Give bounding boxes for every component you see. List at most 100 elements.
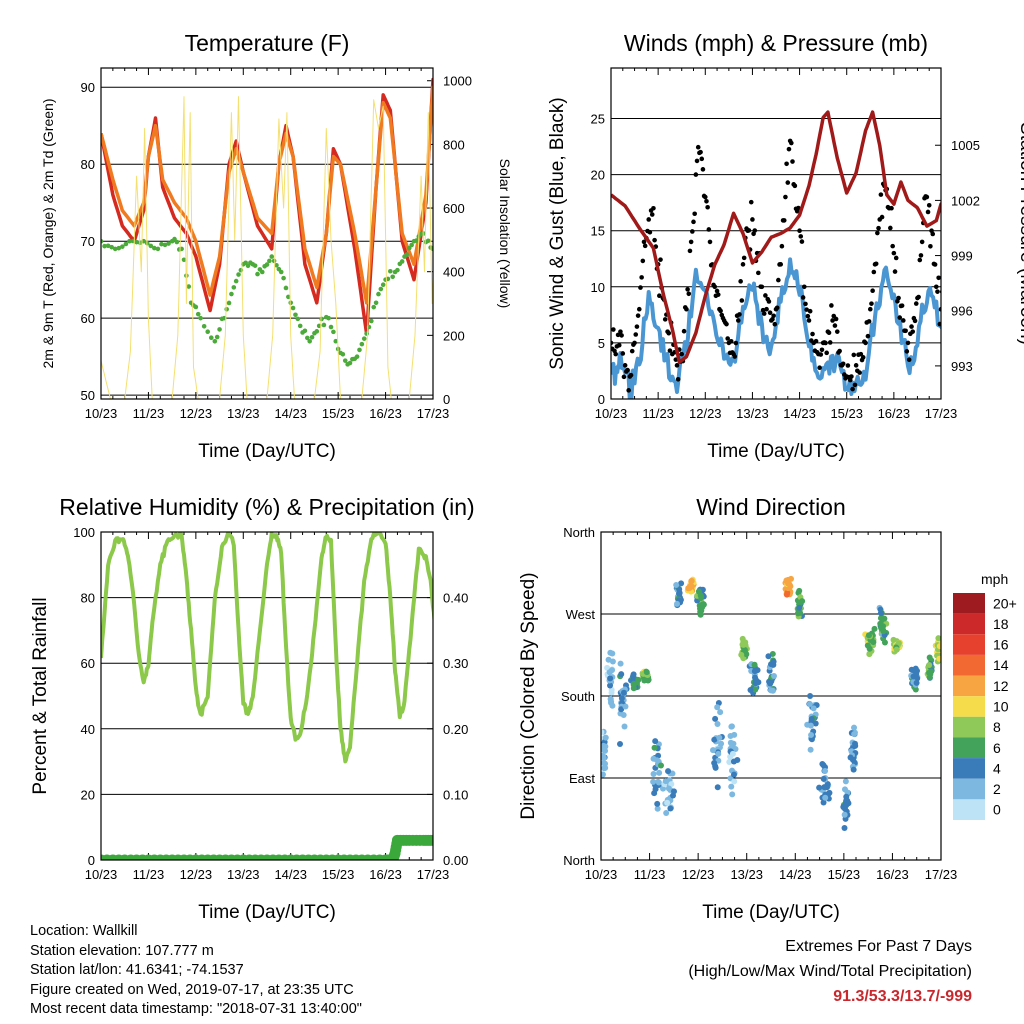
x-tick-label: 12/23 [180, 867, 213, 882]
gust-point [700, 167, 706, 172]
y2-tick-label: 999 [951, 249, 973, 264]
direction-point [945, 665, 951, 671]
gust-point [712, 284, 718, 290]
x-tick-label: 17/23 [417, 406, 450, 421]
direction-point [650, 755, 657, 762]
direction-point [601, 760, 608, 767]
td-point [371, 304, 377, 310]
direction-point [946, 690, 952, 696]
direction-point [732, 745, 739, 752]
y2-tick-label: 0.10 [443, 787, 468, 802]
direction-point [936, 643, 941, 650]
direction-point [946, 673, 952, 679]
gust-point [869, 301, 874, 306]
direction-point [609, 702, 616, 709]
direction-point [650, 778, 657, 785]
gust-point [733, 340, 739, 346]
td-point [105, 243, 111, 249]
td-point [290, 305, 296, 311]
direction-point [630, 685, 637, 692]
td-point [399, 259, 405, 264]
direction-point [944, 680, 950, 686]
td-point [217, 327, 222, 332]
direction-point [729, 750, 736, 757]
direction-point [602, 734, 609, 741]
td-point [390, 274, 395, 280]
td-point [166, 241, 171, 246]
direction-point [670, 788, 677, 795]
direction-point [843, 797, 850, 804]
direction-point [667, 805, 674, 812]
direction-point [676, 590, 683, 597]
extremes-heading: Extremes For Past 7 Days [785, 938, 972, 955]
x-tick-label: 16/23 [369, 867, 402, 882]
direction-point [927, 671, 934, 678]
direction-point [730, 758, 737, 765]
extremes-subheading: (High/Low/Max Wind/Total Precipitation) [688, 963, 972, 980]
td-point [259, 269, 265, 275]
x-tick-label: 10/23 [85, 867, 118, 882]
td-point [314, 329, 320, 334]
direction-point [665, 768, 672, 775]
direction-point [618, 695, 625, 702]
td-point [226, 300, 232, 306]
y-tick-label: 0 [598, 392, 605, 407]
precip-point [438, 743, 449, 754]
gust-point [692, 211, 697, 217]
direction-point [841, 786, 848, 793]
gust-point [767, 310, 773, 316]
gust-point [741, 255, 747, 261]
direction-point [738, 651, 745, 658]
gust-point [803, 301, 808, 307]
gust-point [813, 338, 819, 344]
direction-point [617, 740, 624, 747]
direction-point [651, 744, 658, 751]
td-point [425, 238, 431, 244]
gust-point [952, 289, 957, 294]
gust-point [890, 243, 895, 249]
precip-point [435, 822, 446, 833]
direction-point [660, 785, 667, 792]
precip-point [441, 684, 452, 695]
direction-point [665, 785, 672, 792]
gust-point [748, 199, 754, 205]
x-tick-label: 15/23 [322, 867, 355, 882]
direction-point [606, 669, 613, 676]
direction-point [944, 689, 950, 695]
station-info: Location: Wallkill Station elevation: 10… [30, 922, 362, 1020]
direction-point [635, 676, 642, 683]
direction-point [812, 720, 819, 727]
td-point [340, 351, 346, 357]
gust-point [888, 225, 893, 231]
td-point [224, 306, 229, 312]
station-elevation: Station elevation: 107.777 m [30, 942, 214, 959]
direction-point [945, 681, 951, 687]
td-point [328, 324, 334, 330]
td-point [134, 239, 139, 245]
gust-point [735, 318, 741, 323]
td-point [378, 286, 384, 292]
direction-point [841, 825, 848, 832]
td-point [333, 338, 339, 344]
y2-tick-label: 600 [443, 201, 465, 216]
td-point [326, 315, 331, 321]
precip-point [437, 763, 448, 774]
direction-point [784, 589, 791, 596]
y-tick-label: 20 [81, 787, 95, 802]
gust-point [715, 292, 721, 297]
x-tick-label: 11/23 [133, 406, 165, 421]
winds-frame [610, 67, 942, 400]
colorbar-label: 16 [993, 637, 1009, 653]
direction-point [727, 733, 734, 740]
precip-point [440, 689, 451, 700]
direction-point [947, 668, 953, 674]
gust-point [699, 156, 705, 162]
gust-point [947, 180, 952, 185]
direction-point [945, 685, 951, 691]
x-tick-label: 16/23 [876, 867, 909, 882]
y-axis-label: Sonic Wind & Gust (Blue, Black) [547, 97, 568, 369]
direction-point [729, 791, 736, 798]
gust-point [691, 219, 696, 225]
direction-point [607, 695, 614, 702]
gust-point [893, 255, 899, 261]
